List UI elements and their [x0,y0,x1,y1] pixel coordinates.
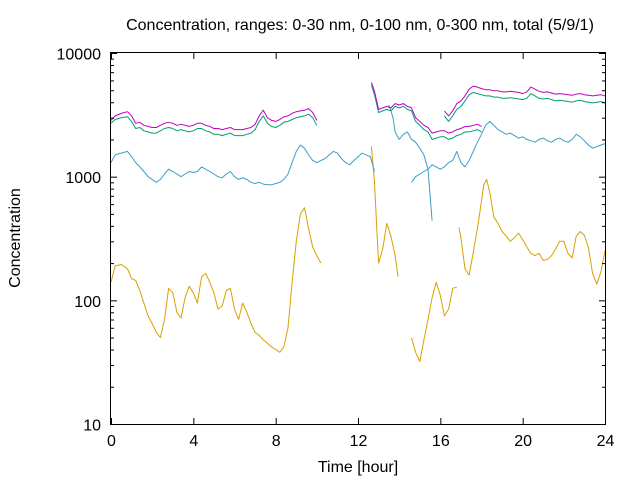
series-2-line-segment-1 [111,144,375,186]
series-3-line-segment-3 [444,91,605,122]
series-4-line-segment-3 [444,85,605,117]
y-tick-label: 10000 [57,47,102,64]
x-tick-label: 24 [597,433,615,450]
y-tick-label: 100 [74,294,101,311]
y-tick-label: 1000 [65,170,101,187]
series-4-line-segment-2 [370,82,482,134]
x-tick-label: 12 [350,433,368,450]
x-tick-label: 8 [272,433,281,450]
series-1-line-segment-3 [411,281,457,362]
chart-title: Concentration, ranges: 0-30 nm, 0-100 nm… [126,17,594,34]
series-4-line-segment-1 [111,108,318,131]
series-3-line-segment-2 [370,84,482,140]
series-3-line-segment-1 [111,113,318,137]
y-tick-label: 10 [83,418,101,435]
series-2-line-segment-3 [411,120,605,183]
x-axis-label: Time [hour] [318,459,398,476]
x-tick-label: 4 [189,433,198,450]
series-1-line-segment-1 [111,207,322,353]
x-axis: 0 4 8 12 16 20 24 [107,53,615,450]
x-tick-label: 0 [107,433,116,450]
series-2-line-segment-2 [388,104,433,221]
x-tick-label: 16 [432,433,450,450]
x-tick-label: 20 [514,433,532,450]
y-axis: 10 100 1000 10000 [57,47,605,435]
plot-frame [110,52,606,425]
plot-area [111,82,605,362]
series-1-line-segment-2 [370,146,399,277]
y-axis-label: Concentration [7,188,24,288]
series-1-line-segment-4 [458,178,605,285]
